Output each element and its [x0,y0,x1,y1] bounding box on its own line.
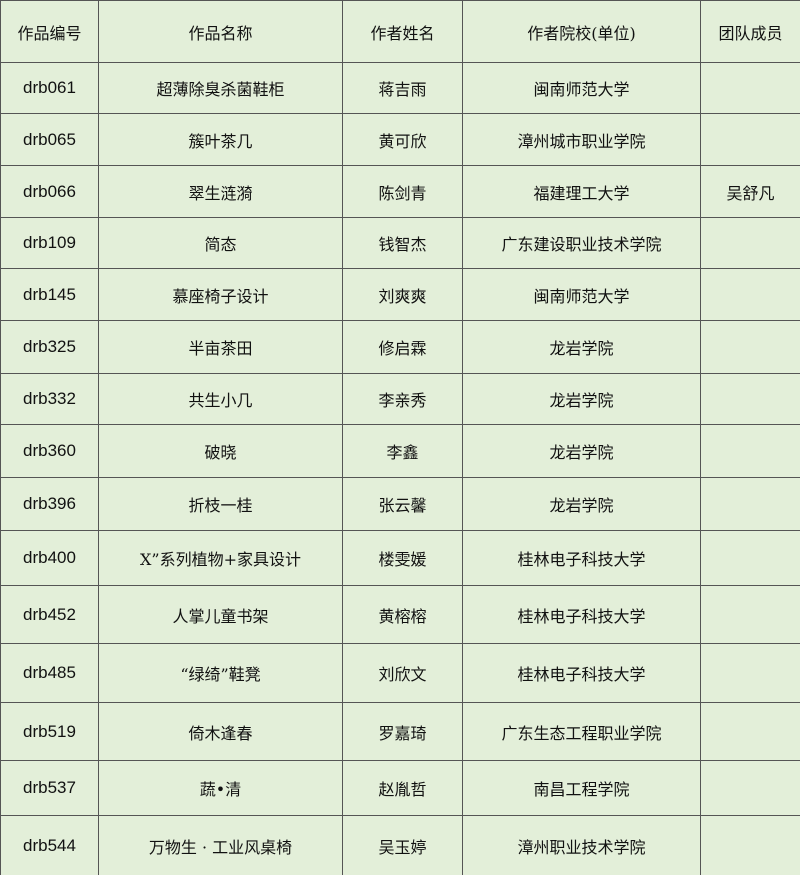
table-row: drb109 简态 钱智杰 广东建设职业技术学院 [0,217,800,269]
header-cell: 作者院校(单位) [462,0,701,63]
table-cell: 罗嘉琦 [342,702,463,761]
empty-cell [700,815,800,875]
table-cell: 破晓 [98,424,343,478]
table-cell: 共生小几 [98,373,343,425]
table-cell: 南昌工程学院 [462,760,701,816]
empty-cell [700,62,800,114]
table-cell: 漳州职业技术学院 [462,815,701,875]
table-row: drb360 破晓 李鑫 龙岩学院 [0,424,800,478]
table-cell: 李鑫 [342,424,463,478]
table-cell: 蔬•清 [98,760,343,816]
table-cell: drb145 [0,268,99,321]
table-row: drb544 万物生 · 工业风桌椅 吴玉婷 漳州职业技术学院 [0,815,800,875]
table-cell: 超薄除臭杀菌鞋柜 [98,62,343,114]
table-cell: 福建理工大学 [462,165,701,218]
table-cell: drb544 [0,815,99,875]
table-cell: 龙岩学院 [462,477,701,531]
table-cell: 吴玉婷 [342,815,463,875]
table-cell: 桂林电子科技大学 [462,643,701,703]
empty-cell [700,530,800,586]
table-cell: 陈剑青 [342,165,463,218]
empty-cell [700,585,800,644]
table-cell: 修启霖 [342,320,463,374]
table-row: drb065 簇叶茶几 黄可欣 漳州城市职业学院 [0,113,800,166]
table-row: drb145 慕座椅子设计 刘爽爽 闽南师范大学 [0,268,800,321]
table-row: drb519 倚木逢春 罗嘉琦 广东生态工程职业学院 [0,702,800,761]
table-row: drb396 折枝一桂 张云馨 龙岩学院 [0,477,800,531]
table-cell: 簇叶茶几 [98,113,343,166]
table-cell: 黄可欣 [342,113,463,166]
empty-cell [700,113,800,166]
header-cell: 作品名称 [98,0,343,63]
header-row: 作品编号 作品名称 作者姓名 作者院校(单位) 团队成员 [0,0,800,63]
table-cell: 万物生 · 工业风桌椅 [98,815,343,875]
table-cell: drb109 [0,217,99,269]
table-cell: X”系列植物+家具设计 [98,530,343,586]
table-cell: drb485 [0,643,99,703]
table-row: drb325 半亩茶田 修启霖 龙岩学院 [0,320,800,374]
table-cell: drb452 [0,585,99,644]
table-cell: 龙岩学院 [462,424,701,478]
table-cell: 闽南师范大学 [462,268,701,321]
table-cell: 简态 [98,217,343,269]
table-cell: drb519 [0,702,99,761]
table-cell: drb325 [0,320,99,374]
table-row: drb066 翠生涟漪 陈剑青 福建理工大学 吴舒凡 [0,165,800,218]
table-cell: drb360 [0,424,99,478]
table-cell: drb396 [0,477,99,531]
table-cell: 翠生涟漪 [98,165,343,218]
table-cell: 半亩茶田 [98,320,343,374]
table-row: drb400 X”系列植物+家具设计 楼雯媛 桂林电子科技大学 [0,530,800,586]
table-cell: drb537 [0,760,99,816]
table-cell: 闽南师范大学 [462,62,701,114]
table-cell: 刘爽爽 [342,268,463,321]
table-cell: 广东生态工程职业学院 [462,702,701,761]
table-cell: drb332 [0,373,99,425]
table-cell: 黄榕榕 [342,585,463,644]
table-cell: 张云馨 [342,477,463,531]
table-cell: 钱智杰 [342,217,463,269]
table-cell: drb400 [0,530,99,586]
table-cell: 龙岩学院 [462,320,701,374]
table-cell: 蒋吉雨 [342,62,463,114]
table-cell: 刘欣文 [342,643,463,703]
table-cell: 桂林电子科技大学 [462,585,701,644]
table-cell: 广东建设职业技术学院 [462,217,701,269]
empty-cell [700,268,800,321]
table-cell: 倚木逢春 [98,702,343,761]
table-cell: 慕座椅子设计 [98,268,343,321]
empty-cell [700,320,800,374]
table-cell: 吴舒凡 [700,165,800,218]
table-cell: 龙岩学院 [462,373,701,425]
empty-cell [700,424,800,478]
table-cell: “绿绮”鞋凳 [98,643,343,703]
table-row: drb452 人掌儿童书架 黄榕榕 桂林电子科技大学 [0,585,800,644]
table-cell: drb065 [0,113,99,166]
empty-cell [700,373,800,425]
table-row: drb332 共生小几 李亲秀 龙岩学院 [0,373,800,425]
header-cell: 作品编号 [0,0,99,63]
table-cell: 折枝一桂 [98,477,343,531]
header-cell: 作者姓名 [342,0,463,63]
empty-cell [700,702,800,761]
empty-cell [700,643,800,703]
table-cell: drb066 [0,165,99,218]
table-cell: drb061 [0,62,99,114]
table-cell: 楼雯媛 [342,530,463,586]
empty-cell [700,477,800,531]
table-row: drb537 蔬•清 赵胤哲 南昌工程学院 [0,760,800,816]
table-row: drb061 超薄除臭杀菌鞋柜 蒋吉雨 闽南师范大学 [0,62,800,114]
table-cell: 人掌儿童书架 [98,585,343,644]
table-cell: 李亲秀 [342,373,463,425]
header-cell: 团队成员 [700,0,800,63]
empty-cell [700,760,800,816]
table-cell: 漳州城市职业学院 [462,113,701,166]
table-row: drb485 “绿绮”鞋凳 刘欣文 桂林电子科技大学 [0,643,800,703]
table-cell: 桂林电子科技大学 [462,530,701,586]
empty-cell [700,217,800,269]
table-cell: 赵胤哲 [342,760,463,816]
